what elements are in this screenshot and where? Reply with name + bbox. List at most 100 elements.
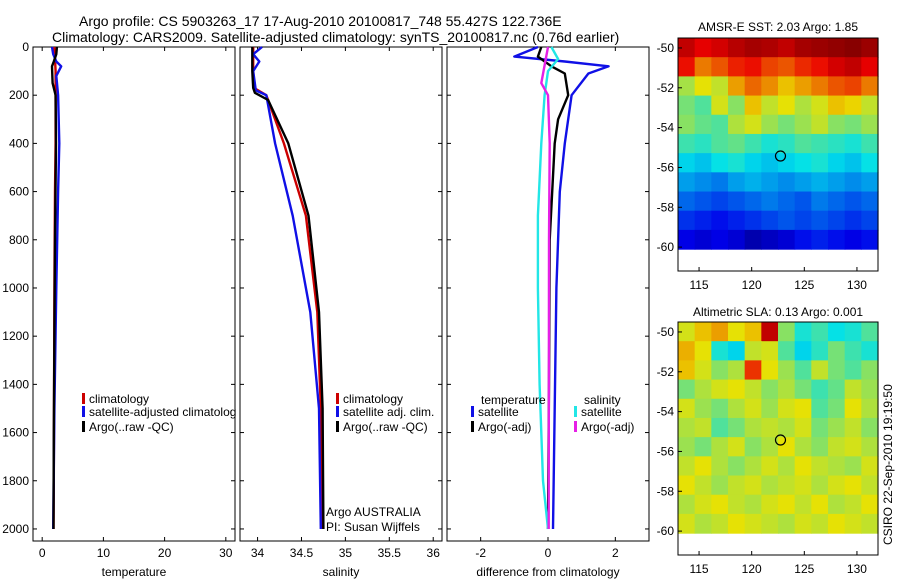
altimetric_sla-lat-tick-label: -54	[657, 405, 675, 419]
amsre_sst-heatmap-cell	[744, 114, 762, 135]
amsre_sst-heatmap-cell	[828, 76, 846, 97]
difference-series-salinity-satellite	[536, 46, 560, 530]
altimetric_sla-heatmap-cell	[744, 513, 762, 534]
depth-tick-label: 2000	[2, 522, 29, 536]
altimetric_sla-heatmap-cell	[711, 417, 729, 438]
altimetric_sla-heatmap-cell	[744, 494, 762, 515]
amsre_sst-heatmap-cell	[794, 210, 812, 231]
altimetric_sla-heatmap-cell	[828, 456, 846, 477]
altimetric_sla-heatmap-cell	[744, 360, 762, 381]
salinity-plot-frame	[239, 46, 443, 542]
altimetric_sla-heatmap-cell	[744, 398, 762, 419]
amsre_sst-heatmap-cell	[761, 76, 779, 97]
altimetric_sla-heatmap-cell	[678, 360, 696, 381]
altimetric_sla-heatmap-cell	[728, 322, 746, 342]
amsre_sst-heatmap-cell	[861, 133, 879, 154]
amsre_sst-heatmap-cell	[761, 191, 779, 212]
amsre_sst-heatmap-cell	[678, 76, 696, 97]
altimetric_sla-heatmap-cell	[761, 437, 779, 457]
amsre_sst-heatmap-cell	[861, 76, 879, 97]
altimetric_sla-heatmap-cell	[728, 417, 746, 438]
altimetric_sla-heatmap-cell	[811, 417, 829, 438]
amsre_sst-heatmap-cell	[711, 229, 729, 250]
altimetric_sla-lon-tick-label: 125	[794, 562, 814, 576]
altimetric_sla-heatmap-cell	[794, 417, 812, 438]
amsre_sst-heatmap-cell	[828, 95, 846, 116]
altimetric_sla-heatmap-cell	[794, 322, 812, 342]
altimetric_sla-heatmap-cell	[761, 360, 779, 381]
amsre_sst-heatmap-cell	[778, 153, 796, 173]
temp-legend-climatology-swatch	[82, 393, 85, 404]
altimetric_sla-heatmap-cell	[761, 398, 779, 419]
diff-legend-temperature-heading: temperature	[481, 393, 546, 407]
difference-series-salinity-argo-adj-	[540, 46, 551, 530]
amsre_sst-lat-tick-label: -58	[657, 200, 675, 214]
altimetric_sla-heatmap-cell	[778, 360, 796, 381]
altimetric_sla-heatmap-cell	[861, 341, 879, 361]
altimetric_sla-heatmap-cell	[728, 437, 746, 457]
salinity-series-satellite-adj-clim-	[251, 46, 322, 530]
difference-x-axis-label: difference from climatology	[476, 565, 619, 579]
altimetric_sla-heatmap-cell	[794, 341, 812, 361]
amsre_sst-heatmap-cell	[728, 210, 746, 231]
amsre_sst-heatmap-cell	[744, 38, 762, 58]
amsre_sst-heatmap-cell	[761, 210, 779, 231]
amsre_sst-heatmap-cell	[744, 76, 762, 97]
amsre_sst-heatmap-cell	[844, 76, 862, 97]
amsre_sst-heatmap-cell	[844, 153, 862, 173]
altimetric_sla-heatmap-cell	[778, 417, 796, 438]
altimetric_sla-heatmap-cell	[761, 494, 779, 515]
altimetric_sla-heatmap-cell	[844, 379, 862, 400]
altimetric_sla-heatmap-cell	[694, 513, 712, 534]
amsre_sst-heatmap-cell	[728, 76, 746, 97]
altimetric_sla-heatmap-cell	[711, 456, 729, 477]
amsre_sst-heatmap-cell	[778, 133, 796, 154]
altimetric_sla-heatmap-cell	[694, 398, 712, 419]
amsre_sst-heatmap-cell	[861, 191, 879, 212]
altimetric_sla-heatmap-cell	[711, 379, 729, 400]
altimetric_sla-heatmap-cell	[778, 494, 796, 515]
altimetric_sla-heatmap-cell	[844, 456, 862, 477]
altimetric_sla-lon-tick-label: 130	[847, 562, 867, 576]
altimetric_sla-heatmap-cell	[711, 513, 729, 534]
altimetric_sla-heatmap-cell	[861, 494, 879, 515]
amsre_sst-heatmap-cell	[828, 191, 846, 212]
amsre_sst-heatmap-cell	[694, 76, 712, 97]
amsre_sst-heatmap-cell	[778, 38, 796, 58]
amsre_sst-heatmap-cell	[778, 95, 796, 116]
altimetric_sla-heatmap-cell	[778, 398, 796, 419]
amsre_sst-heatmap-cell	[711, 57, 729, 77]
altimetric_sla-lat-tick-label: -52	[657, 365, 675, 379]
depth-tick-label: 400	[9, 136, 29, 150]
altimetric_sla-lat-tick-label: -50	[657, 325, 675, 339]
amsre_sst-heatmap-cell	[744, 191, 762, 212]
altimetric_sla-heatmap-cell	[811, 475, 829, 496]
altimetric_sla-heatmap-cell	[811, 398, 829, 419]
amsre_sst-heatmap-cell	[711, 172, 729, 193]
amsre_sst-lat-tick-label: -56	[657, 160, 675, 174]
altimetric_sla-heatmap-cell	[694, 322, 712, 342]
depth-tick-label: 600	[9, 185, 29, 199]
altimetric_sla-heatmap-cell	[761, 341, 779, 361]
altimetric_sla-heatmap-cell	[678, 437, 696, 457]
altimetric_sla-heatmap-cell	[811, 494, 829, 515]
amsre_sst-heatmap-cell	[694, 133, 712, 154]
amsre_sst-heatmap-cell	[761, 133, 779, 154]
amsre_sst-heatmap-cell	[828, 114, 846, 135]
amsre_sst-heatmap-cell	[678, 133, 696, 154]
amsre_sst-heatmap-cell	[844, 57, 862, 77]
amsre_sst-heatmap-cell	[711, 114, 729, 135]
amsre_sst-heatmap-cell	[744, 133, 762, 154]
altimetric_sla-heatmap-cell	[694, 475, 712, 496]
altimetric_sla-heatmap-cell	[728, 360, 746, 381]
altimetric_sla-heatmap-cell	[794, 379, 812, 400]
amsre_sst-heatmap-cell	[678, 57, 696, 77]
altimetric_sla-heatmap-cell	[744, 417, 762, 438]
figure-title-line1: Argo profile: CS 5903263_17 17-Aug-2010 …	[79, 13, 562, 29]
altimetric_sla-map-frame	[677, 321, 879, 556]
amsre_sst-heatmap-cell	[794, 95, 812, 116]
amsre_sst-lat-tick-label: -54	[657, 121, 675, 135]
altimetric_sla-heatmap-cell	[744, 341, 762, 361]
amsre_sst-heatmap-cell	[828, 133, 846, 154]
